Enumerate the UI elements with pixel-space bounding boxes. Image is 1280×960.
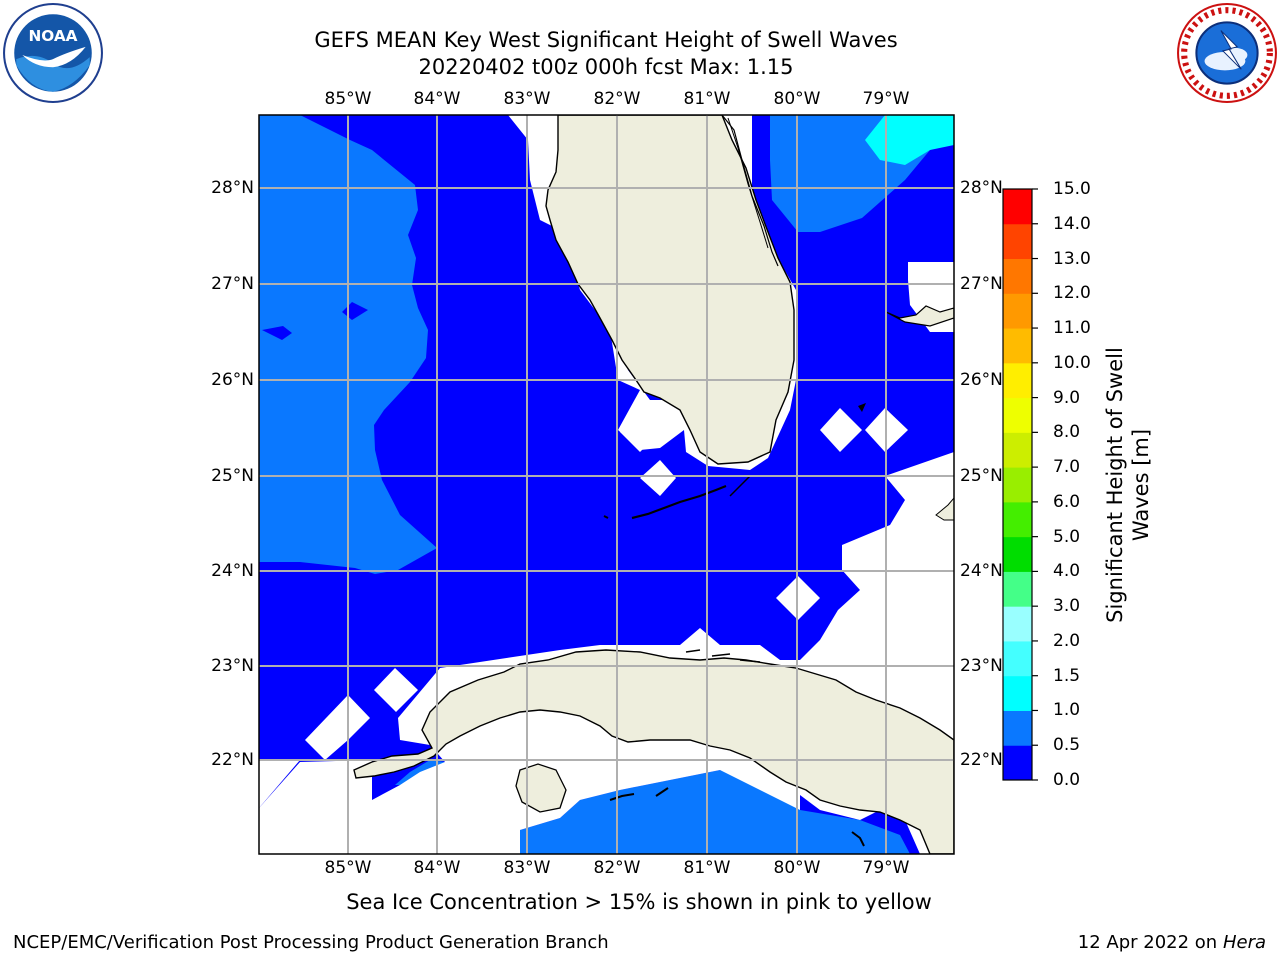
colorbar-band bbox=[1003, 223, 1032, 260]
colorbar-tick-label: 5.0 bbox=[1053, 526, 1081, 547]
colorbar-band bbox=[1003, 606, 1032, 642]
footer-date: 12 Apr 2022 on Hera bbox=[1078, 932, 1266, 953]
map-panel bbox=[259, 115, 954, 854]
lon-label-top: 82°W bbox=[593, 89, 641, 109]
colorbar-band bbox=[1003, 640, 1032, 677]
lon-label-top: 85°W bbox=[324, 89, 372, 109]
florida-land bbox=[545, 115, 795, 465]
lon-label-bottom: 80°W bbox=[773, 858, 821, 878]
lat-label-right: 26°N bbox=[960, 370, 1003, 390]
colorbar-title-line1: Significant Height of Swell bbox=[1103, 347, 1127, 623]
colorbar bbox=[1003, 189, 1032, 781]
colorbar-band bbox=[1003, 571, 1032, 607]
lon-label-top: 84°W bbox=[413, 89, 461, 109]
chart-subtitle: 20220402 t00z 000h fcst Max: 1.15 bbox=[418, 55, 794, 79]
colorbar-tick-label: 1.5 bbox=[1053, 665, 1081, 686]
lat-label-right: 22°N bbox=[960, 750, 1003, 770]
colorbar-tick-label: 9.0 bbox=[1053, 387, 1081, 408]
colorbar-band bbox=[1003, 432, 1032, 468]
lat-label-right: 28°N bbox=[960, 178, 1003, 198]
colorbar-tick-label: 0.5 bbox=[1053, 735, 1081, 756]
colorbar-tick-label: 4.0 bbox=[1053, 561, 1081, 582]
footer-credit: NCEP/EMC/Verification Post Processing Pr… bbox=[13, 932, 609, 953]
lon-label-bottom: 81°W bbox=[683, 858, 731, 878]
graticule bbox=[259, 115, 954, 854]
lon-label-bottom: 83°W bbox=[503, 858, 551, 878]
colorbar-tick-label: 15.0 bbox=[1053, 179, 1091, 199]
lon-label-bottom: 84°W bbox=[413, 858, 461, 878]
colorbar-band bbox=[1003, 189, 1032, 225]
map-frame bbox=[258, 114, 955, 855]
colorbar-tick-label: 6.0 bbox=[1053, 491, 1081, 512]
colorbar-band bbox=[1003, 745, 1032, 781]
noaa-logo: NOAA bbox=[3, 3, 103, 103]
sea-ice-note: Sea Ice Concentration > 15% is shown in … bbox=[346, 890, 932, 914]
colorbar-tick-label: 7.0 bbox=[1053, 457, 1081, 478]
lat-label-left: 24°N bbox=[211, 561, 254, 581]
colorbar-band bbox=[1003, 467, 1032, 503]
lon-label-top: 83°W bbox=[503, 89, 551, 109]
lon-label-bottom: 82°W bbox=[593, 858, 641, 878]
chart-title: GEFS MEAN Key West Significant Height of… bbox=[314, 28, 898, 52]
colorbar-band bbox=[1003, 397, 1032, 433]
bahamas-land bbox=[885, 305, 954, 327]
lat-label-right: 27°N bbox=[960, 274, 1003, 294]
colorbar-band bbox=[1003, 362, 1032, 399]
lat-label-left: 23°N bbox=[211, 656, 254, 676]
lat-label-right: 23°N bbox=[960, 656, 1003, 676]
colorbar-tick-label: 3.0 bbox=[1053, 596, 1081, 617]
lat-label-left: 26°N bbox=[211, 370, 254, 390]
colorbar-tick-label: 13.0 bbox=[1053, 248, 1091, 269]
footer-date-text: 12 Apr 2022 on bbox=[1077, 932, 1223, 953]
colorbar-tick-label: 11.0 bbox=[1053, 318, 1091, 339]
colorbar-tick-label: 10.0 bbox=[1053, 352, 1091, 373]
colorbar-title: Significant Height of Swell Waves [m] bbox=[1102, 305, 1154, 665]
lat-label-left: 25°N bbox=[211, 466, 254, 486]
lat-label-right: 24°N bbox=[960, 561, 1003, 581]
florida-keys bbox=[631, 484, 727, 520]
colorbar-band bbox=[1003, 675, 1032, 711]
colorbar-band bbox=[1003, 536, 1032, 572]
lat-label-left: 27°N bbox=[211, 274, 254, 294]
colorbar-tick-label: 12.0 bbox=[1053, 283, 1091, 304]
colorbar-band bbox=[1003, 501, 1032, 538]
colorbar-tick-label: 1.0 bbox=[1053, 700, 1081, 721]
colorbar-tick-label: 8.0 bbox=[1053, 422, 1081, 443]
lat-label-left: 22°N bbox=[211, 750, 254, 770]
lon-label-bottom: 85°W bbox=[324, 858, 372, 878]
nws-logo bbox=[1177, 3, 1277, 103]
colorbar-band bbox=[1003, 258, 1032, 294]
lat-label-left: 28°N bbox=[211, 178, 254, 198]
swell-field-high-ne bbox=[865, 115, 954, 165]
lat-label-right: 25°N bbox=[960, 466, 1003, 486]
colorbar-tick-label: 2.0 bbox=[1053, 630, 1081, 651]
colorbar-band bbox=[1003, 293, 1032, 329]
colorbar-band bbox=[1003, 710, 1032, 746]
lon-label-bottom: 79°W bbox=[862, 858, 910, 878]
colorbar-tick-label: 14.0 bbox=[1053, 213, 1091, 234]
colorbar-title-line2: Waves [m] bbox=[1129, 428, 1153, 542]
isla-de-la-juventud bbox=[515, 763, 567, 813]
colorbar-frame bbox=[1002, 188, 1033, 781]
colorbar-band bbox=[1003, 328, 1032, 364]
lon-label-top: 79°W bbox=[862, 89, 910, 109]
colorbar-tick-label: 0.0 bbox=[1053, 770, 1081, 790]
noaa-logo-text: NOAA bbox=[28, 27, 77, 45]
lon-label-top: 81°W bbox=[683, 89, 731, 109]
lon-label-top: 80°W bbox=[773, 89, 821, 109]
footer-host: Hera bbox=[1222, 932, 1266, 953]
